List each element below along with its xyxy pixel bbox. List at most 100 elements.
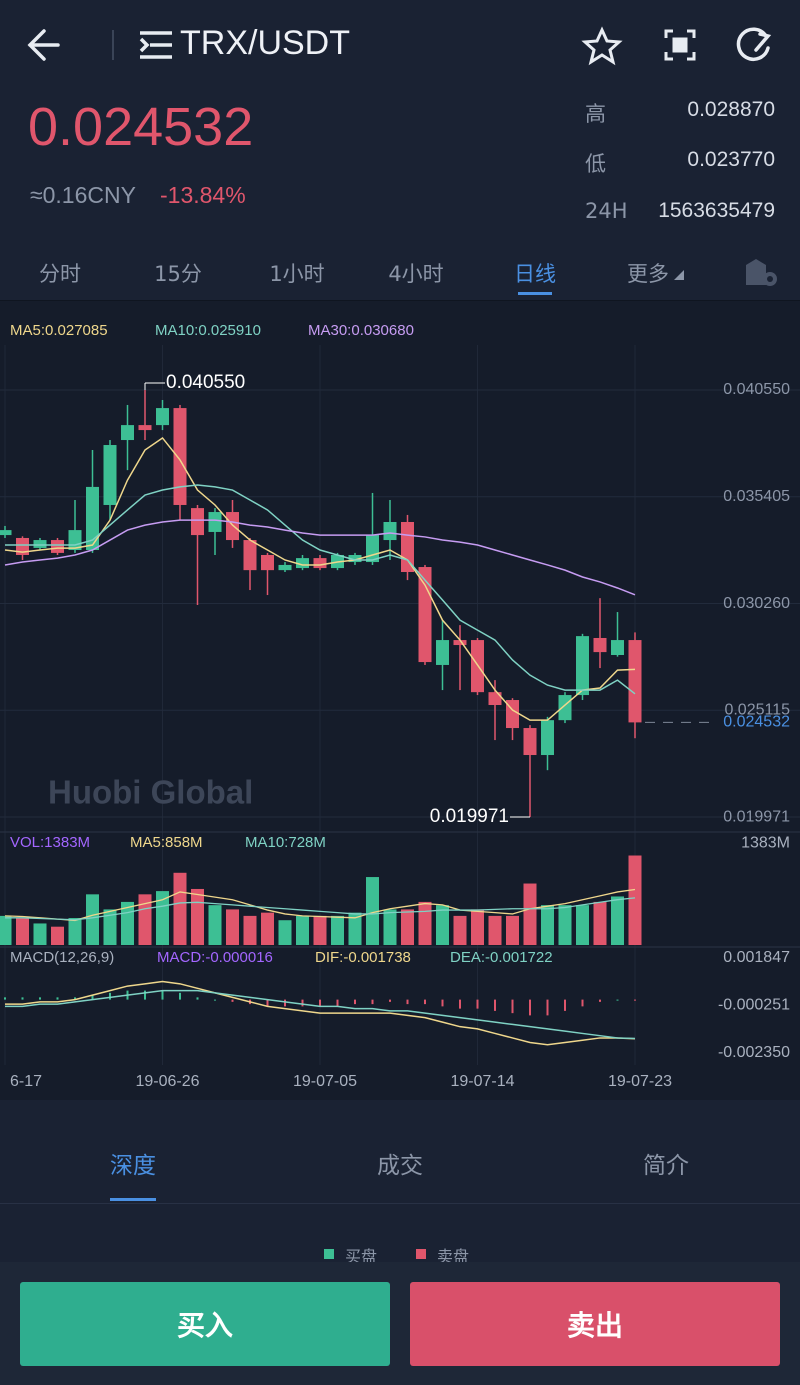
candle-body [173,408,187,505]
x-tick-label: 19-07-23 [608,1073,672,1090]
y-tick-label: 0.040550 [723,381,790,398]
volume-ma-line [5,897,636,921]
candle-body [488,692,502,706]
macd-bar [634,999,636,1001]
volume-bar [523,883,537,945]
macd-bar [581,999,584,1007]
period-tab[interactable]: 1小时 [269,262,325,286]
candle-body [576,636,589,696]
period-underline [518,292,552,295]
macd-tick-label: 0.001847 [723,949,790,966]
volume-bar [243,915,257,945]
macd-bar [144,990,146,1000]
last-price-label: 0.024532 [723,714,790,731]
period-more[interactable]: 更多 [627,262,669,286]
macd-bar [109,992,111,1000]
volume-bar [418,901,432,945]
ma-legend: MA5:0.027085 [10,322,108,339]
volume-legend: MA5:858M [130,834,203,851]
settings-icon[interactable] [744,255,780,289]
kline-chart: 6-17 19-06-26 19-07-05 19-07-14 19-07-23 0.04… [0,300,800,1100]
candle-body [191,508,204,536]
candle-body [0,530,12,536]
macd-line [5,989,636,1040]
x-tick-label: 19-06-26 [135,1073,199,1090]
volume-bar [313,915,327,945]
candle-body [103,445,117,505]
cny-price: ≈0.16CNY [30,182,136,208]
volume-bar [488,915,502,945]
volume-bar [68,918,82,945]
volume-bar [173,872,187,945]
period-tab-selected[interactable]: 日线 [514,262,556,286]
x-tick-label: 19-07-05 [293,1073,357,1090]
price-change: -13.84% [160,182,246,208]
y-tick-label: 0.019971 [723,808,790,825]
volume-legend: VOL:1383M [10,834,90,851]
candle-body [296,558,309,569]
volume-bar [33,923,47,945]
macd-bar [179,992,181,1000]
macd-bar [406,999,409,1005]
macd-bar [371,999,374,1005]
ma-legend: MA10:0.025910 [155,322,261,339]
candle-body [86,486,99,551]
stat-value: 0.023770 [687,148,775,171]
x-tick-label: 6-17 [10,1073,42,1090]
candle-body [453,640,467,646]
candle-body [278,564,292,571]
macd-bar [546,999,549,1016]
star-button[interactable] [581,26,623,66]
macd-bar [336,999,339,1007]
sell-button[interactable]: 卖出 [410,1282,780,1366]
volume-bar [278,920,292,945]
candle-body [261,554,274,571]
stat-value: 1563635479 [658,199,775,222]
buy-button[interactable]: 买入 [20,1282,390,1366]
watermark: Huobi Global [48,774,253,811]
detail-tab[interactable]: 简介 [643,1153,689,1179]
period-tab[interactable]: 15分 [154,262,202,286]
menu-icon[interactable] [139,31,172,59]
volume-bar [103,909,117,945]
macd-bar [476,999,479,1009]
macd-bar [441,999,444,1007]
stat-label: 24H [585,199,628,223]
volume-bar [506,915,519,945]
volume-bar [593,901,607,945]
macd-bar [354,999,356,1005]
period-tab[interactable]: 4小时 [388,262,444,286]
macd-bar [284,999,286,1007]
stat-label: 低 [585,152,606,176]
macd-legend: DIF:-0.001738 [315,949,411,966]
macd-bar [266,999,269,1007]
low-label: 0.019971 [430,806,509,827]
period-tab[interactable]: 分时 [39,262,81,286]
macd-bar [39,997,41,1000]
scan-button[interactable] [664,29,696,61]
detail-tab[interactable]: 成交 [377,1153,423,1179]
ma-line [4,436,636,721]
candle-body [51,540,64,553]
macd-bar [301,999,304,1007]
volume-bar [156,891,169,945]
detail-tab-selected[interactable]: 深度 [110,1153,156,1179]
chart-background [0,300,800,1100]
volume-bar [558,905,572,945]
refresh-button[interactable] [736,27,772,61]
candle-body [243,540,257,571]
stat-label: 高 [585,102,606,126]
high-label: 0.040550 [166,372,245,393]
volume-tick-label: 1383M [741,835,790,852]
macd-tick-label: -0.002350 [718,1044,790,1061]
volume-bar [541,905,554,945]
volume-bar [348,912,362,945]
back-button[interactable] [27,29,60,61]
candle-body [383,521,397,541]
candle-body [558,695,572,721]
divider [0,1203,800,1204]
volume-bar [611,896,624,945]
x-tick-label: 19-07-14 [450,1073,514,1090]
volume-bar [436,905,449,945]
